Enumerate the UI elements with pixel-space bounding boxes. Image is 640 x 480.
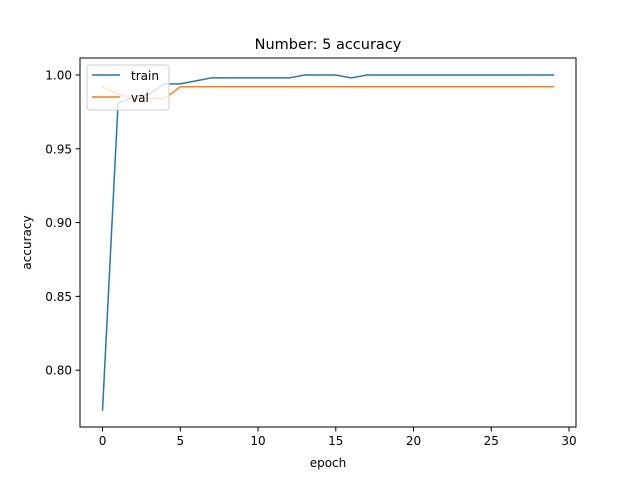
x-axis: 0 5 10 15 20 25 30 [99, 427, 577, 448]
x-tick-label: 15 [328, 434, 343, 448]
y-axis: 0.80 0.85 0.90 0.95 1.00 [45, 68, 80, 378]
x-axis-label: epoch [310, 456, 347, 470]
chart-title: Number: 5 accuracy [255, 37, 402, 53]
series-layer [101, 74, 555, 411]
legend-label-val: val [131, 91, 149, 105]
x-tick-label: 30 [561, 434, 576, 448]
legend: train val [86, 64, 170, 111]
axes-frame [79, 57, 577, 428]
series-line-val [101, 85, 555, 100]
x-tick-label: 0 [99, 434, 107, 448]
y-tick-label: 1.00 [45, 68, 72, 82]
legend-label-train: train [131, 69, 159, 83]
y-tick-label: 0.80 [45, 364, 72, 378]
legend-box [86, 64, 170, 111]
series-line-train [101, 74, 555, 411]
x-tick-label: 5 [176, 434, 184, 448]
y-tick-label: 0.85 [45, 290, 72, 304]
y-tick-label: 0.95 [45, 142, 72, 156]
x-tick-label: 20 [406, 434, 421, 448]
x-tick-label: 10 [250, 434, 265, 448]
x-tick-label: 25 [484, 434, 499, 448]
y-tick-label: 0.90 [45, 216, 72, 230]
y-axis-label: accuracy [20, 215, 34, 269]
